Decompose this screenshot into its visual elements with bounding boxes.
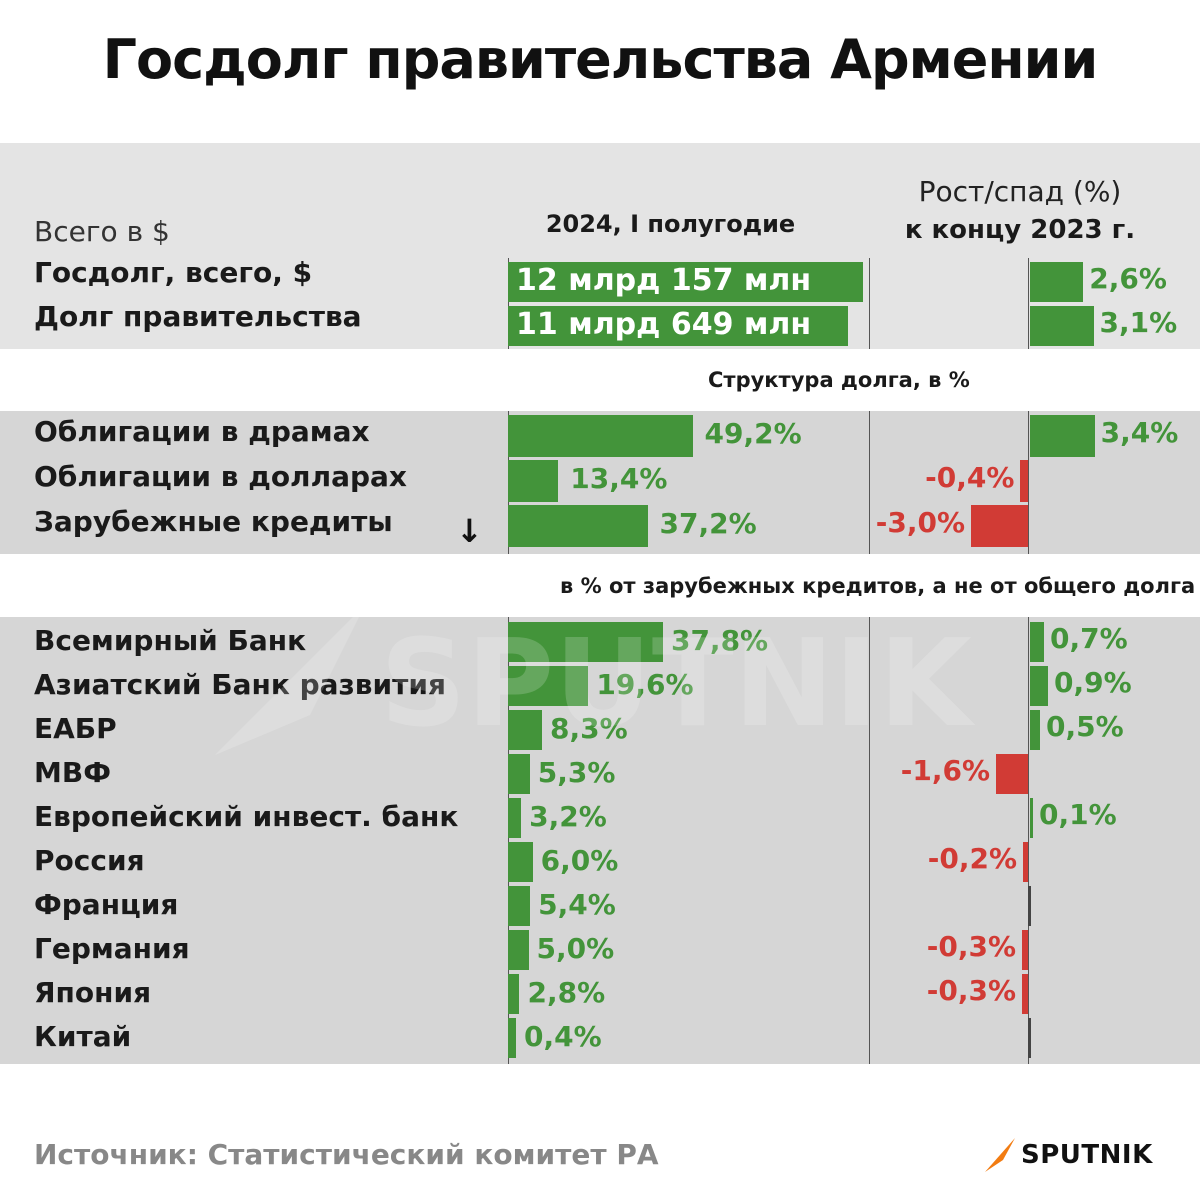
row-label: Европейский инвест. банк — [34, 800, 459, 833]
sputnik-logo-icon — [985, 1138, 1015, 1172]
value-bar — [508, 262, 863, 302]
change-bar — [1022, 930, 1028, 970]
row-label: Всемирный Банк — [34, 624, 307, 657]
change-bar — [1030, 622, 1044, 662]
value-bar — [508, 754, 530, 794]
total-usd-note: Всего в $ — [34, 215, 170, 248]
row-label: Россия — [34, 844, 145, 877]
row-label: МВФ — [34, 756, 111, 789]
axis-line-2-c — [1028, 617, 1029, 1064]
value-label: 6,0% — [540, 844, 619, 877]
value-bar — [508, 930, 529, 970]
axis-line-0-c — [1028, 258, 1029, 349]
value-bar — [508, 622, 663, 662]
row-label: Франция — [34, 888, 179, 921]
change-header-line2: к концу 2023 г. — [904, 215, 1136, 245]
change-label: -1,6% — [900, 754, 990, 787]
value-label: 12 млрд 157 млн — [516, 263, 812, 298]
change-label: -0,3% — [926, 930, 1016, 963]
change-label: 0,1% — [1039, 798, 1117, 831]
arrow-down-icon: ↓ — [456, 512, 483, 550]
change-bar — [1030, 798, 1033, 838]
change-marker — [1028, 1018, 1031, 1058]
row-label: ЕАБР — [34, 712, 117, 745]
value-bar — [508, 306, 849, 346]
value-label: 8,3% — [550, 712, 628, 745]
value-label: 37,8% — [670, 624, 769, 657]
value-label: 13,4% — [570, 462, 668, 495]
value-label: 3,2% — [529, 800, 607, 833]
source-note: Источник: Статистический комитет РА — [34, 1138, 659, 1171]
change-label: -0,2% — [927, 842, 1017, 875]
change-bar — [996, 754, 1028, 794]
change-label: 3,1% — [1099, 306, 1178, 339]
value-bar — [508, 1018, 516, 1058]
value-bar — [508, 798, 522, 838]
axis-line-1-b — [869, 411, 870, 554]
value-label: 0,4% — [524, 1020, 602, 1053]
change-marker — [1028, 886, 1031, 926]
value-bar — [508, 460, 559, 502]
change-header-line1: Рост/спад (%) — [918, 175, 1122, 208]
value-label: 19,6% — [596, 668, 694, 701]
change-label: -3,0% — [875, 506, 965, 539]
row-label: Облигации в драмах — [34, 415, 370, 448]
change-label: 0,7% — [1050, 622, 1128, 655]
value-label: 11 млрд 649 млн — [516, 307, 812, 342]
change-bar — [1030, 666, 1048, 706]
row-label: Облигации в долларах — [34, 460, 407, 493]
axis-line-2-b — [869, 617, 870, 1064]
change-label: -0,3% — [926, 974, 1016, 1007]
row-label: Китай — [34, 1020, 132, 1053]
change-label: 0,9% — [1054, 666, 1132, 699]
period-header: 2024, I полугодие — [545, 210, 796, 238]
row-label: Япония — [34, 976, 152, 1009]
value-bar — [508, 886, 531, 926]
change-bar — [1020, 460, 1028, 502]
change-bar — [1023, 842, 1028, 882]
change-label: 0,5% — [1046, 710, 1124, 743]
row-label: Зарубежные кредиты — [34, 505, 393, 538]
row-label: Германия — [34, 932, 190, 965]
value-label: 5,4% — [538, 888, 616, 921]
axis-line-1-c — [1028, 411, 1029, 554]
change-label: 2,6% — [1089, 262, 1167, 295]
change-bar — [1030, 306, 1094, 346]
axis-line-2-a — [508, 617, 509, 1064]
change-label: 3,4% — [1100, 416, 1179, 449]
structure-note: Структура долга, в % — [708, 368, 970, 392]
logo-text: SPUTNIK — [1021, 1140, 1153, 1170]
value-label: 5,0% — [536, 932, 615, 965]
value-bar — [508, 666, 589, 706]
change-bar — [1030, 710, 1040, 750]
row-label: Азиатский Банк развития — [34, 668, 446, 701]
value-bar — [508, 505, 648, 547]
change-bar — [1022, 974, 1028, 1014]
change-label: -0,4% — [925, 461, 1015, 494]
value-bar — [508, 415, 693, 457]
axis-line-0-a — [508, 258, 509, 349]
change-bar — [971, 505, 1028, 547]
value-bar — [508, 710, 543, 750]
row-label: Госдолг, всего, $ — [34, 256, 313, 289]
value-bar — [508, 974, 520, 1014]
value-label: 5,3% — [537, 756, 616, 789]
value-label: 2,8% — [527, 976, 606, 1009]
change-bar — [1030, 415, 1095, 457]
value-bar — [508, 842, 533, 882]
value-label: 49,2% — [704, 417, 802, 450]
foreign-band — [0, 617, 1200, 1064]
sputnik-logo: SPUTNIK — [985, 1138, 1153, 1172]
page-title: Госдолг правительства Армении — [102, 28, 1099, 91]
row-label: Долг правительства — [34, 300, 362, 333]
value-label: 37,2% — [659, 507, 757, 540]
foreign-credits-note: в % от зарубежных кредитов, а не от обще… — [560, 574, 1196, 598]
axis-line-0-b — [869, 258, 870, 349]
change-bar — [1030, 262, 1084, 302]
